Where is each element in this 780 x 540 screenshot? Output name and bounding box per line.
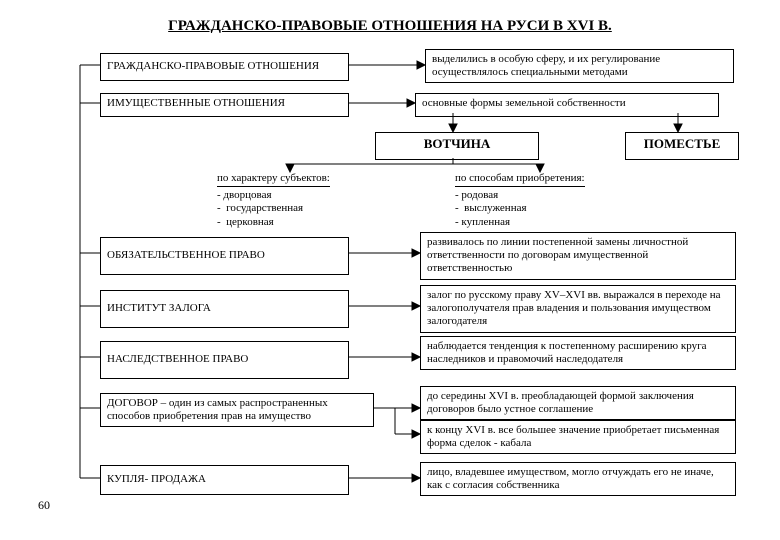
- box-obligation-law: ОБЯЗАТЕЛЬСТВЕННОЕ ПРАВО: [100, 237, 349, 275]
- box-property-relations-desc: основные формы земельной собственности: [415, 93, 719, 117]
- box-pledge: ИНСТИТУТ ЗАЛОГА: [100, 290, 349, 328]
- list-by-acquisition: по способам приобретения: - родовая - вы…: [455, 172, 645, 229]
- box-sale: КУПЛЯ- ПРОДАЖА: [100, 465, 349, 495]
- page-number: 60: [38, 498, 50, 513]
- box-sale-desc: лицо, владевшее имуществом, могло отчужд…: [420, 462, 736, 496]
- box-contract-desc2: к концу XVI в. все большее значение прио…: [420, 420, 736, 454]
- box-pledge-desc: залог по русскому праву XV–XVI вв. выраж…: [420, 285, 736, 333]
- box-pomestie: ПОМЕСТЬЕ: [625, 132, 739, 160]
- box-property-relations: ИМУЩЕСТВЕННЫЕ ОТНОШЕНИЯ: [100, 93, 349, 117]
- box-obligation-law-desc: развивалось по линии постепенной замены …: [420, 232, 736, 280]
- box-inheritance: НАСЛЕДСТВЕННОЕ ПРАВО: [100, 341, 349, 379]
- list-by-subject-items: - дворцовая - государственная - церковна…: [217, 189, 303, 227]
- list-by-acquisition-title: по способам приобретения:: [455, 172, 585, 187]
- list-by-acquisition-items: - родовая - выслуженная - купленная: [455, 189, 527, 227]
- box-civil-relations: ГРАЖДАНСКО-ПРАВОВЫЕ ОТНОШЕНИЯ: [100, 53, 349, 81]
- box-inheritance-desc: наблюдается тенденция к постепенному рас…: [420, 336, 736, 370]
- page-title: ГРАЖДАНСКО-ПРАВОВЫЕ ОТНОШЕНИЯ НА РУСИ В …: [120, 18, 660, 35]
- list-by-subject: по характеру субъектов: - дворцовая - го…: [217, 172, 397, 229]
- box-contract-desc1: до середины XVI в. преобладающей формой …: [420, 386, 736, 420]
- box-votchina: ВОТЧИНА: [375, 132, 539, 160]
- box-contract: ДОГОВОР – один из самых распространенных…: [100, 393, 374, 427]
- box-civil-relations-desc: выделились в особую сферу, и их регулиро…: [425, 49, 734, 83]
- list-by-subject-title: по характеру субъектов:: [217, 172, 330, 187]
